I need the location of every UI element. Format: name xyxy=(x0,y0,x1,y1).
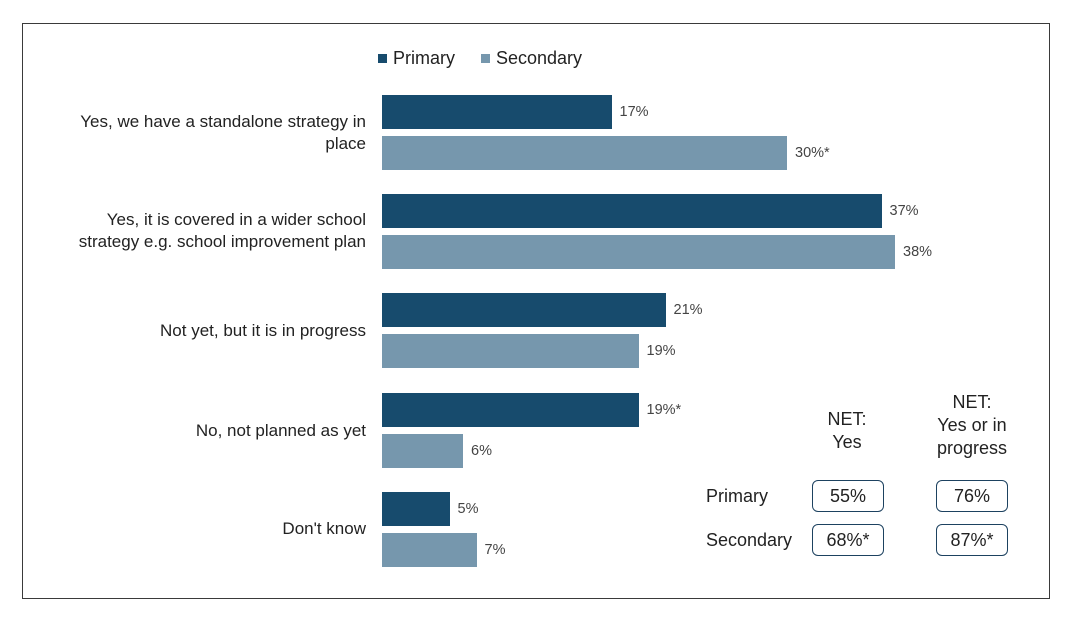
net-yes-header: NET: Yes xyxy=(827,409,867,452)
legend-item-secondary: Secondary xyxy=(481,48,582,69)
bar-primary xyxy=(382,293,666,327)
category-label: Not yet, but it is in progress xyxy=(160,321,366,340)
bar-primary xyxy=(382,393,639,427)
value-label-primary: 17% xyxy=(619,104,649,120)
value-label-secondary: 7% xyxy=(484,542,506,558)
net-row-label-primary: Primary xyxy=(706,486,768,506)
net-progress-primary-box: 76% xyxy=(936,480,1008,512)
net-progress-secondary-box: 87%* xyxy=(936,524,1008,556)
value-label-secondary: 6% xyxy=(471,443,492,459)
legend-item-primary: Primary xyxy=(378,48,455,69)
value-label-primary: 5% xyxy=(457,501,479,517)
category-label: Yes, it is covered in a wider school str… xyxy=(78,210,366,251)
bar-secondary xyxy=(382,533,477,567)
legend-label-secondary: Secondary xyxy=(496,48,583,68)
bar-primary xyxy=(382,492,450,526)
value-label-secondary: 30%* xyxy=(795,145,830,161)
bar-secondary xyxy=(382,434,463,468)
bar-primary xyxy=(382,194,882,228)
legend: Primary Secondary xyxy=(378,48,608,69)
value-label-secondary: 19% xyxy=(646,343,676,359)
value-label-primary: 21% xyxy=(673,302,703,318)
legend-label-primary: Primary xyxy=(393,48,455,68)
bar-secondary xyxy=(382,334,639,368)
value-label-primary: 19%* xyxy=(646,402,682,418)
legend-swatch-primary xyxy=(378,54,387,63)
value-label-secondary: 38% xyxy=(903,244,933,260)
category-label: Yes, we have a standalone strategy in pl… xyxy=(80,112,366,153)
net-row-label-secondary: Secondary xyxy=(706,530,793,550)
bar-secondary xyxy=(382,235,895,269)
bar-secondary xyxy=(382,136,787,170)
net-yes-primary-box: 55% xyxy=(812,480,884,512)
bar-primary xyxy=(382,95,612,129)
legend-swatch-secondary xyxy=(481,54,490,63)
category-label: Don't know xyxy=(282,519,366,538)
value-label-primary: 37% xyxy=(889,203,919,219)
net-yes-secondary-box: 68%* xyxy=(812,524,884,556)
category-label: No, not planned as yet xyxy=(195,421,366,440)
net-yes-progress-header: NET: Yes or in progress xyxy=(936,392,1008,458)
